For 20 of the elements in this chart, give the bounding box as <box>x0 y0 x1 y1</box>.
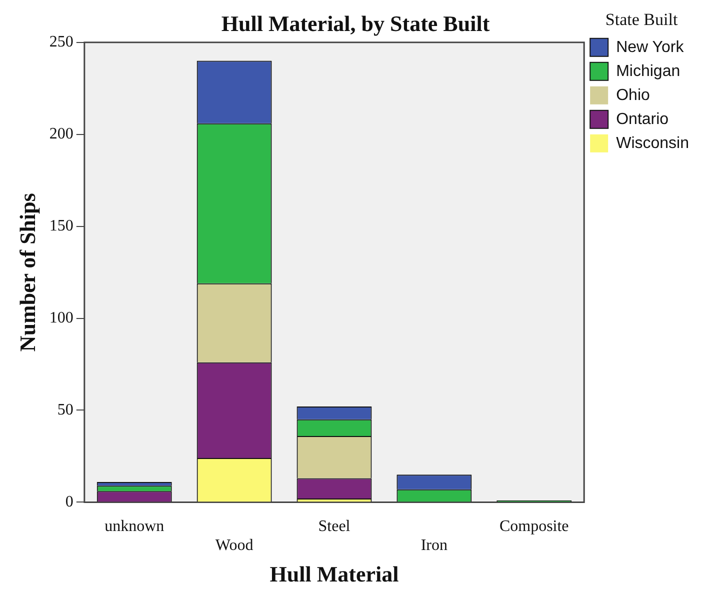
y-axis-title: Number of Ships <box>14 192 40 352</box>
legend-label: Wisconsin <box>616 134 689 152</box>
legend-label: New York <box>616 38 685 56</box>
x-tick-label: Composite <box>499 518 569 536</box>
y-tick-label: 50 <box>57 401 74 418</box>
x-tick-label: unknown <box>104 518 164 536</box>
y-tick-label: 250 <box>49 34 74 51</box>
legend-title: State Built <box>605 10 678 29</box>
y-tick-label: 0 <box>65 493 74 510</box>
x-tick-label: Steel <box>318 518 351 536</box>
x-tick-label: Iron <box>420 537 448 554</box>
y-tick-label: 100 <box>49 309 74 326</box>
chart-title: Hull Material, by State Built <box>221 10 490 36</box>
legend-label: Ohio <box>616 86 650 104</box>
legend-label: Ontario <box>616 110 669 128</box>
x-tick-label: Wood <box>215 537 254 554</box>
y-tick-label: 150 <box>49 218 74 235</box>
x-axis-title: Hull Material <box>270 561 399 586</box>
y-tick-label: 200 <box>49 126 74 143</box>
legend-label: Michigan <box>616 62 680 80</box>
